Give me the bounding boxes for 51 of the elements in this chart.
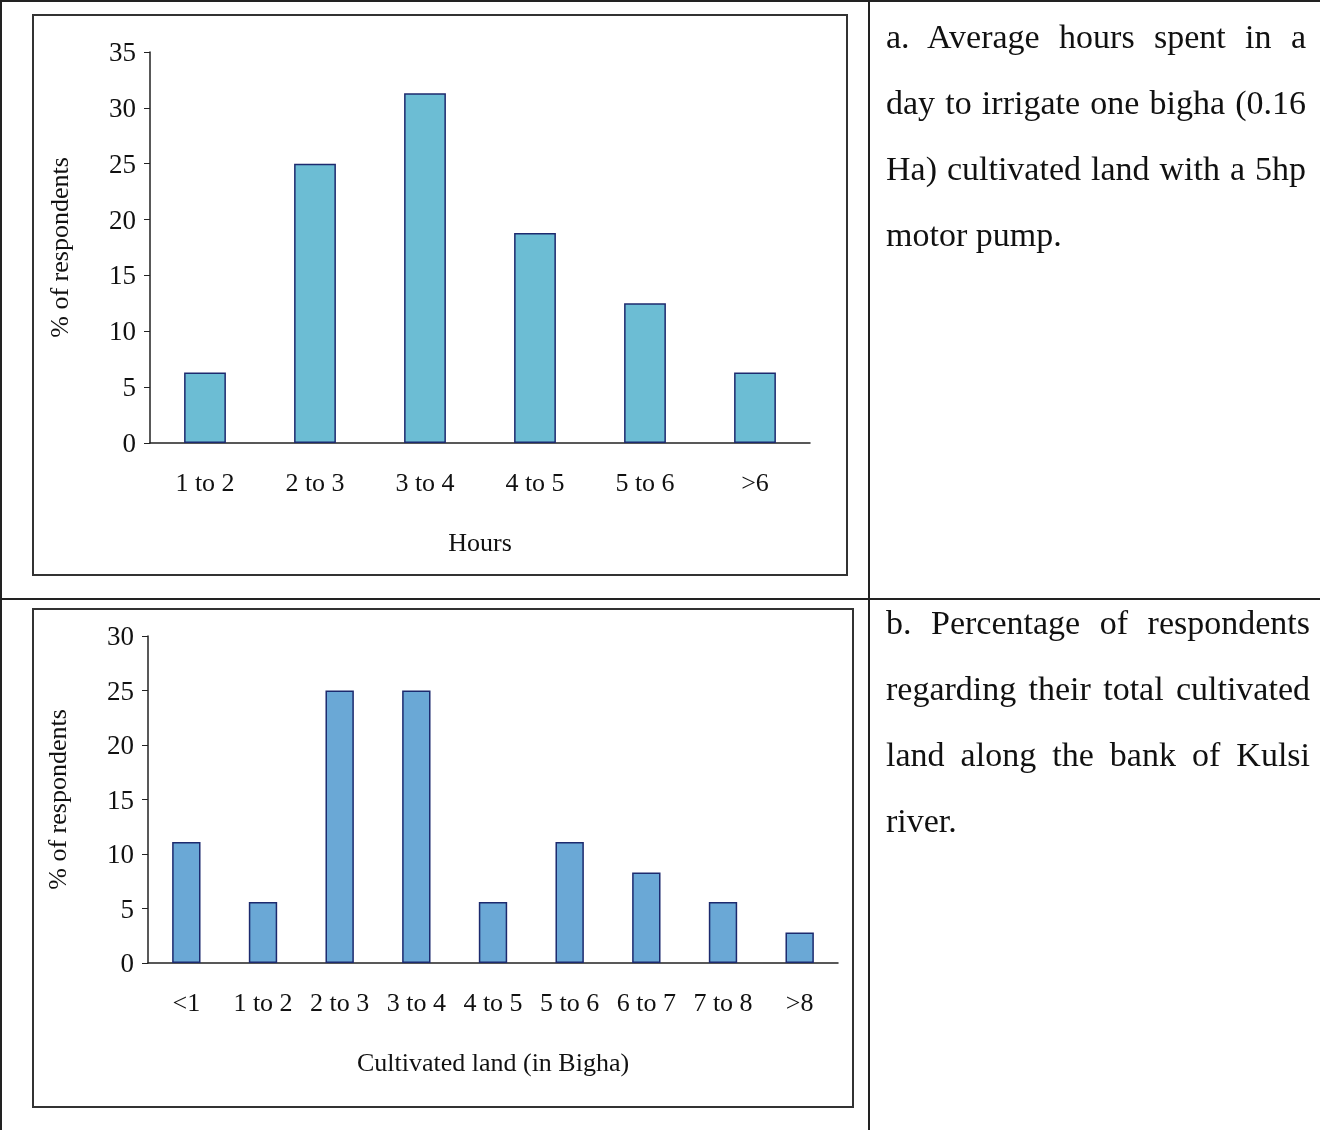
bar — [402, 690, 431, 963]
bar — [624, 303, 666, 443]
bar — [785, 932, 814, 963]
y-axis-title: % of respondents — [44, 157, 74, 338]
bar — [248, 901, 278, 963]
x-tick-label: <1 — [172, 987, 201, 1017]
x-tick-label: 4 to 5 — [463, 987, 523, 1017]
y-axis-title: % of respondents — [42, 709, 72, 890]
text: b. Percentage of respondents regarding their total cultivated land along the bank of Kulsi river. — [886, 603, 1310, 841]
x-tick-label: 1 to 2 — [233, 987, 293, 1017]
bar — [294, 163, 336, 443]
x-axis-title: Hours — [448, 527, 512, 557]
bar — [172, 842, 201, 963]
x-tick-label: 3 to 4 — [386, 987, 446, 1017]
y-tick-label: 25 — [107, 675, 134, 706]
y-tick-label: 35 — [109, 37, 136, 67]
y-tick-label: 0 — [120, 948, 134, 978]
bar — [708, 901, 738, 963]
y-tick-label: 30 — [109, 92, 136, 123]
x-tick-label: 6 to 7 — [616, 987, 676, 1017]
y-tick-label: 5 — [120, 893, 134, 924]
y-tick-label: 20 — [109, 204, 136, 235]
bar — [555, 842, 584, 963]
y-tick-label: 15 — [107, 784, 134, 815]
x-tick-label: 2 to 3 — [285, 467, 345, 497]
x-tick-label: >8 — [785, 987, 814, 1017]
x-tick-label: 7 to 8 — [693, 987, 753, 1017]
bar — [325, 690, 354, 963]
x-tick-label: 5 to 6 — [615, 467, 675, 497]
y-tick-label: 10 — [107, 839, 134, 869]
x-tick-label: 3 to 4 — [395, 467, 455, 497]
y-tick-label: 20 — [107, 730, 134, 760]
y-tick-label: 0 — [122, 428, 136, 458]
bar — [404, 93, 446, 443]
x-tick-label: >6 — [741, 467, 769, 497]
bar — [184, 372, 226, 443]
x-tick-label: 5 to 6 — [540, 987, 600, 1017]
x-axis-title: Cultivated land (in Bigha) — [356, 1047, 630, 1077]
y-tick-label: 25 — [109, 148, 136, 179]
y-tick-label: 5 — [122, 372, 136, 403]
y-tick-label: 15 — [109, 260, 136, 291]
x-tick-label: 2 to 3 — [310, 987, 370, 1017]
bar — [514, 232, 556, 443]
bar — [478, 901, 508, 963]
text: a. Average hours spent in a day to irrigate one bigha (0.16 Ha) cultivated land with a 5hp motor pump. — [886, 17, 1306, 255]
bar — [734, 372, 776, 443]
y-tick-label: 30 — [107, 621, 134, 651]
x-tick-label: 4 to 5 — [505, 467, 565, 497]
y-tick-label: 10 — [109, 316, 136, 347]
bar — [632, 872, 661, 963]
x-tick-label: 1 to 2 — [175, 467, 235, 497]
